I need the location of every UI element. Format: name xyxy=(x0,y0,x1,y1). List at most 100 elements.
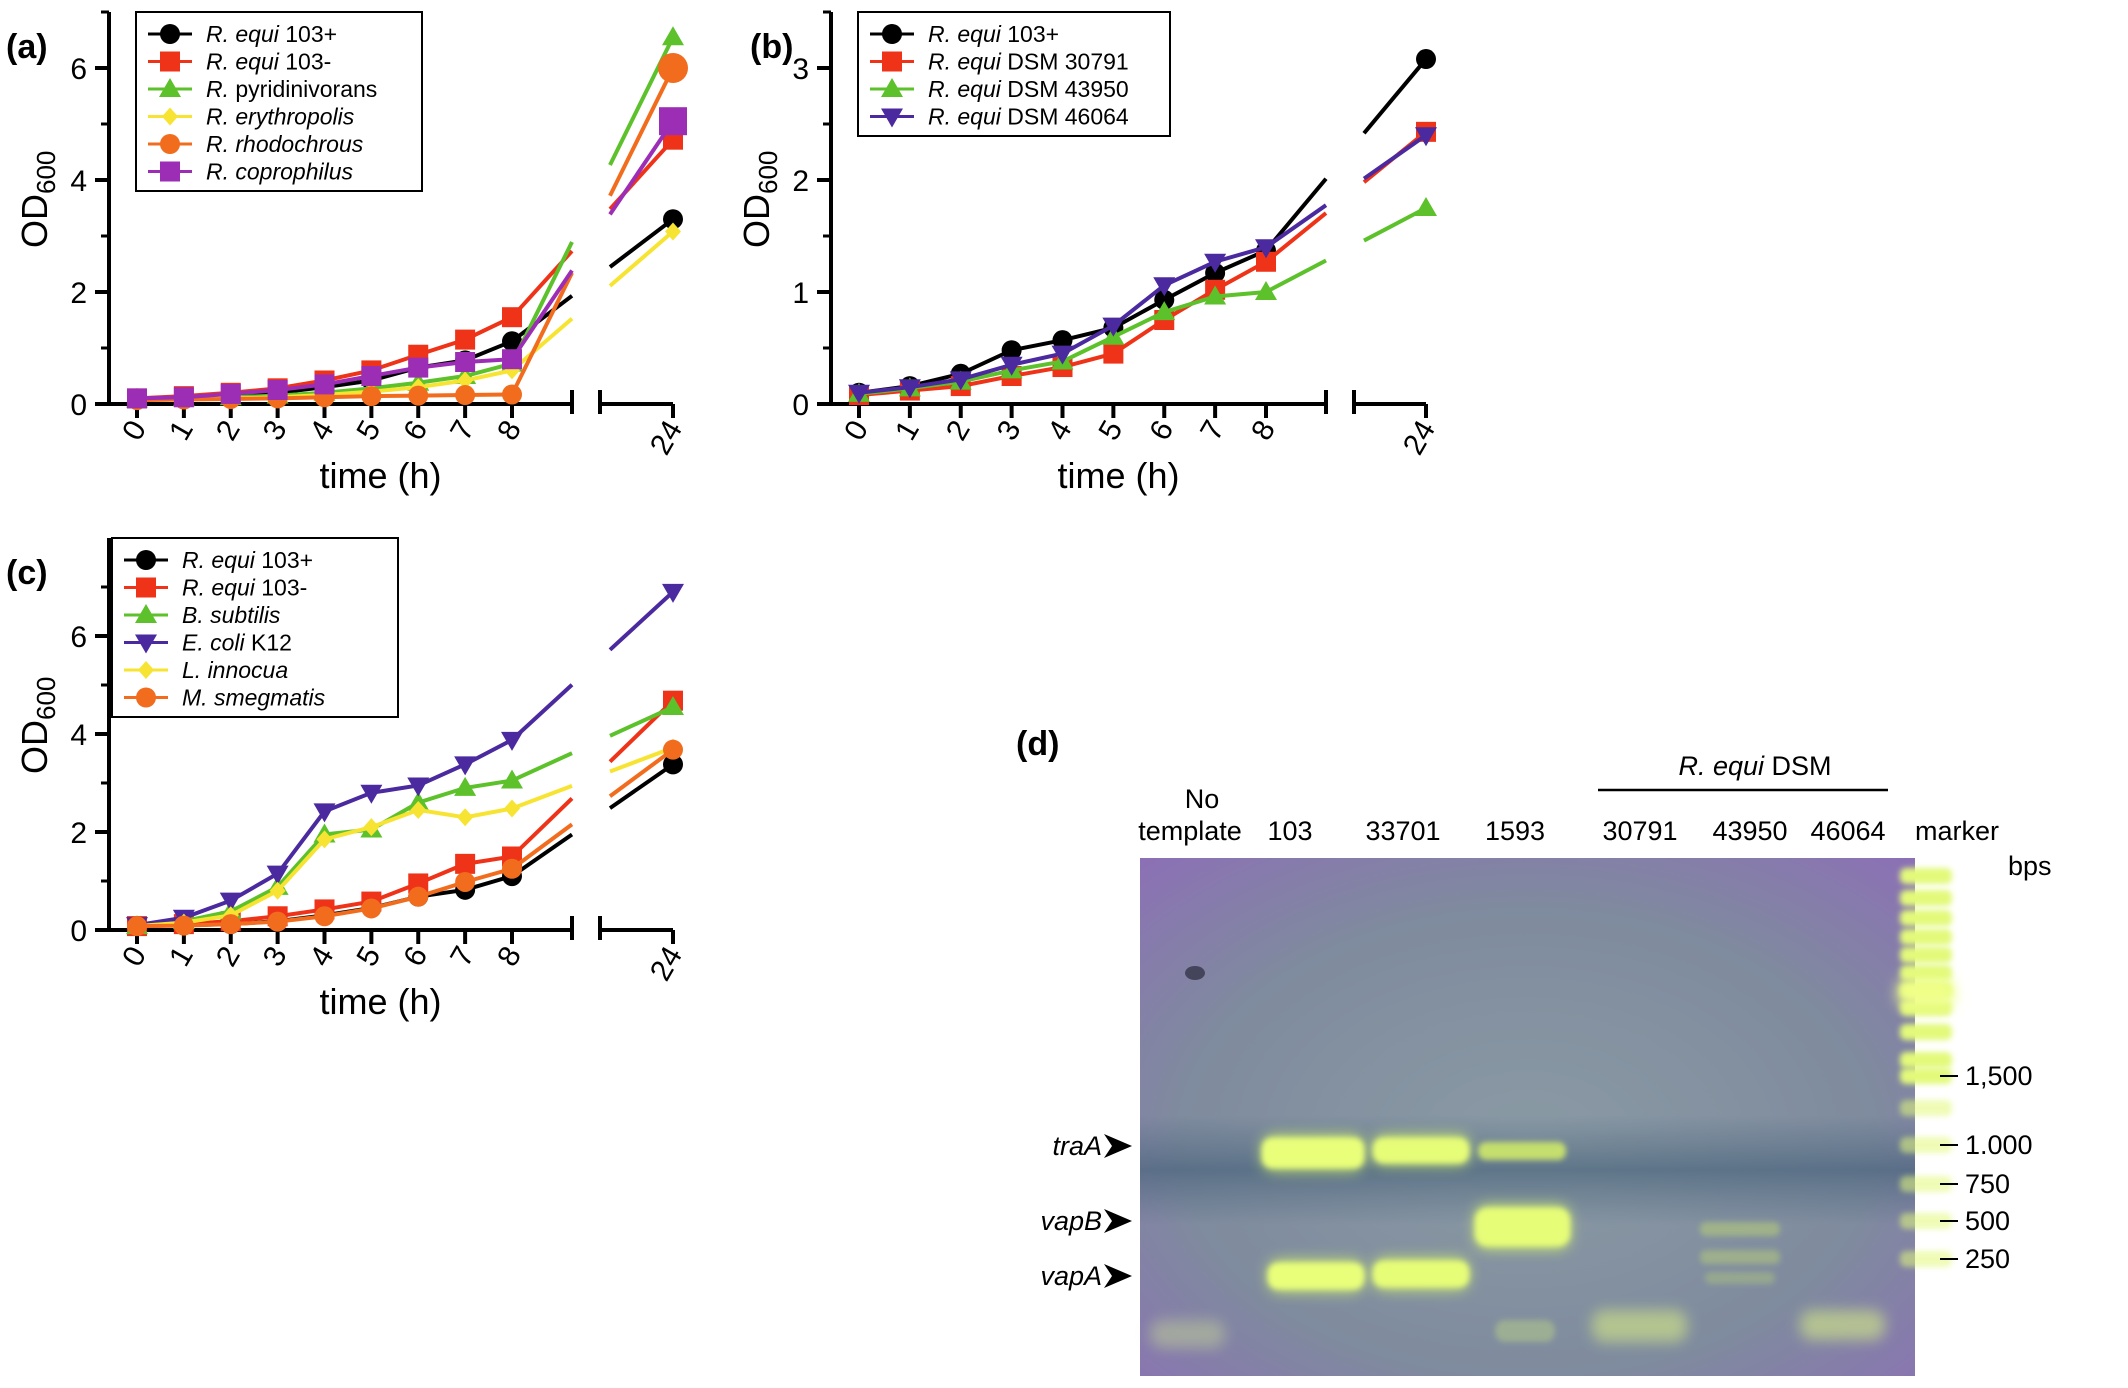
panel-b-series-3-point-4 xyxy=(1051,345,1074,365)
panel-a-legend-marker-2 xyxy=(159,78,181,97)
ladder-band-0 xyxy=(1900,868,1952,884)
panel-b-legend-marker-1 xyxy=(882,51,902,72)
panel-a-letter: (a) xyxy=(6,28,48,66)
band-33701-vapA xyxy=(1373,1261,1469,1287)
panel-a-series-0-line-pre-break xyxy=(510,294,574,343)
panel-a-x-tick-label-0: 0 xyxy=(116,415,153,446)
panel-b-x-tick-label-6: 6 xyxy=(1143,415,1180,446)
panel-b-x-tick-label-9: 24 xyxy=(1397,415,1442,460)
panel-a-series-4-line-post-break xyxy=(608,67,675,197)
panel-b-series-3 xyxy=(848,127,1437,404)
panel-a-series-5-point-9 xyxy=(659,107,687,136)
panel-b-y-tick-label-1: 1 xyxy=(792,277,809,310)
panel-a-legend-marker-1 xyxy=(160,51,180,72)
panel-a-y-tick-label-0: 0 xyxy=(70,389,87,422)
panel-c-legend-label-3: E. coli K12 xyxy=(182,630,292,656)
panel-b-series-3-point-2 xyxy=(949,371,972,391)
panel-a-legend-label-1-suffix: 103- xyxy=(279,49,331,75)
panel-a-legend-box xyxy=(135,11,423,192)
gel-unit-label: bps xyxy=(2008,851,2052,881)
panel-b-series-2-point-6 xyxy=(1153,301,1176,321)
band-43950-faint-2 xyxy=(1700,1250,1780,1264)
panel-a-series-5-line-pre-break xyxy=(510,269,574,361)
ladder-band-bright xyxy=(1898,980,1954,1006)
band-1593-vapB xyxy=(1475,1208,1570,1246)
panel-a-y-axis-title-main: OD xyxy=(14,194,55,248)
gel-band-labels: traA vapB vapA xyxy=(1040,1131,1132,1291)
panel-b-legend-label-2: R. equi DSM 43950 xyxy=(928,76,1129,102)
panel-a-legend-marker-4 xyxy=(160,134,180,154)
panel-a-x-tick-label-3: 3 xyxy=(257,415,294,446)
ladder-band-11 xyxy=(1900,1100,1952,1116)
panel-a-legend-label-3: R. erythropolis xyxy=(206,104,355,130)
panel-a-legend-label-4-italic: R. rhodochrous xyxy=(206,131,364,157)
panel-c-legend-label-1-italic: R. equi xyxy=(182,575,256,601)
panel-c-legend-marker-5 xyxy=(136,687,156,708)
panel-c-legend-label-4-italic: L. innocua xyxy=(182,657,288,683)
panel-c-series-2-line-post-break xyxy=(609,705,674,738)
band-arrow-traA xyxy=(1104,1134,1132,1158)
panel-c-series-5-point-1 xyxy=(173,915,194,936)
ladder-label-750: 750 xyxy=(1965,1169,2010,1199)
band-103-vapA xyxy=(1268,1263,1364,1289)
panel-b-legend-label-0-italic: R. equi xyxy=(928,21,1002,47)
gel-group-label-rest: DSM xyxy=(1764,751,1832,781)
panel-a-series-5-point-2 xyxy=(220,383,241,404)
panel-a-legend-label-2-italic: R. xyxy=(206,76,229,102)
panel-c-x-tick-label-6: 6 xyxy=(397,941,434,972)
panel-c-x-tick-label-5: 5 xyxy=(351,941,388,972)
panel-c-letter: (c) xyxy=(6,554,48,592)
panel-b-legend-label-3-italic: R. equi xyxy=(928,104,1002,130)
panel-c-series-4-point-5 xyxy=(363,818,380,837)
panel-b-x-tick-label-1: 1 xyxy=(889,415,926,446)
band-1593-primer xyxy=(1495,1320,1555,1342)
panel-b-series-0-line-post-break xyxy=(1362,57,1428,135)
panel-a-series-3-point-9 xyxy=(665,222,681,241)
band-1593-traA xyxy=(1478,1142,1566,1160)
panel-a-series-0-point-9 xyxy=(663,209,683,230)
panel-b-x-tick-label-0: 0 xyxy=(838,415,875,446)
panel-b-legend-marker-3 xyxy=(881,108,903,128)
panel-b-series-2-line-post-break xyxy=(1363,206,1427,243)
panel-a-series-5-point-4 xyxy=(314,374,335,395)
ladder-band-3 xyxy=(1900,929,1952,945)
ladder-band-10 xyxy=(1900,1068,1952,1084)
panel-d-letter: (d) xyxy=(1016,725,1059,763)
ladder-band-1 xyxy=(1900,890,1952,906)
panel-a-series-5-point-5 xyxy=(361,366,382,386)
ladder-band-2 xyxy=(1900,910,1952,926)
panel-a-x-axis-title: time (h) xyxy=(319,455,441,496)
band-label-vapB: vapB xyxy=(1040,1206,1102,1236)
panel-c-legend-label-0: R. equi 103+ xyxy=(182,547,313,573)
panel-c-legend-label-2: B. subtilis xyxy=(182,602,281,628)
ladder-band-4 xyxy=(1900,947,1952,963)
panel-b-x-tick-label-5: 5 xyxy=(1093,415,1130,446)
panel-c-x-tick-label-3: 3 xyxy=(257,941,294,972)
panel-a-series-3 xyxy=(129,222,681,409)
panel-c-series-5-point-9 xyxy=(663,739,683,760)
panel-b-series-3-point-5 xyxy=(1102,317,1125,337)
panel-a-series-0-point-8 xyxy=(502,331,522,352)
panel-a-y-tick-label-1: 2 xyxy=(70,277,87,310)
panel-a-series-4-point-9 xyxy=(658,53,688,83)
panel-a-x-tick-label-7: 7 xyxy=(444,415,481,446)
panel-c-legend-label-0-suffix: 103+ xyxy=(255,547,313,573)
panel-c-legend-label-4: L. innocua xyxy=(182,657,288,683)
panel-b-legend-label-2-italic: R. equi xyxy=(928,76,1002,102)
gel-lane-label-no: No xyxy=(1185,784,1220,814)
gel-ladder xyxy=(1898,868,1954,1267)
ladder-band-12 xyxy=(1900,1137,1952,1153)
ladder-label-500: 500 xyxy=(1965,1206,2010,1236)
ladder-band-14 xyxy=(1900,1213,1952,1229)
panel-c-series-5-point-2 xyxy=(220,914,241,935)
panel-a-x-tick-label-6: 6 xyxy=(397,415,434,446)
panel-c-series-5-point-0 xyxy=(127,916,147,937)
panel-a-legend: R. equi 103+R. equi 103-R. pyridinivoran… xyxy=(135,11,423,192)
gel-speck xyxy=(1185,966,1205,980)
panel-c-series-4-point-7 xyxy=(457,808,474,827)
ladder-label-250: 250 xyxy=(1965,1244,2010,1274)
band-notemplate-primer xyxy=(1150,1320,1225,1348)
panel-a-y-axis-title: OD600 xyxy=(14,151,61,248)
